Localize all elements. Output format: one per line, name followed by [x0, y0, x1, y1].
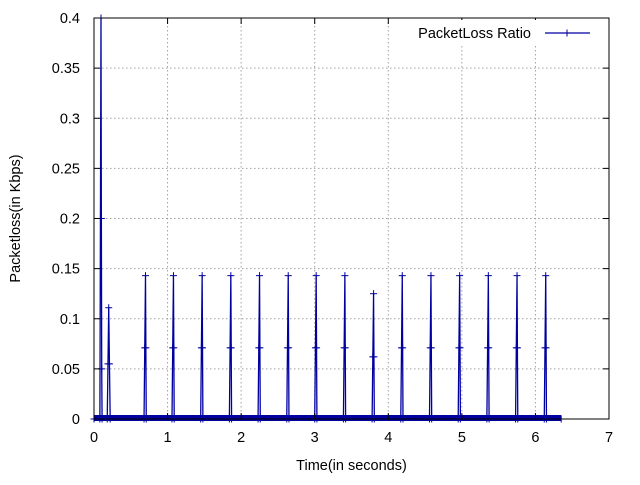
data-point — [105, 360, 113, 368]
y-tick-label: 0.2 — [60, 212, 80, 228]
x-tick-label: 7 — [605, 430, 613, 446]
series-layer — [90, 14, 565, 423]
data-point — [170, 344, 178, 352]
data-point — [312, 272, 320, 280]
data-point — [484, 272, 492, 280]
data-point — [341, 272, 349, 280]
x-tick-label: 0 — [90, 430, 98, 446]
data-point — [142, 272, 149, 280]
data-point — [256, 272, 264, 280]
data-point — [427, 344, 435, 352]
data-point — [542, 272, 550, 280]
data-point — [169, 272, 177, 280]
data-point — [198, 272, 206, 280]
data-point — [456, 272, 464, 280]
data-point — [427, 272, 435, 280]
x-tick-label: 3 — [311, 430, 319, 446]
y-tick-label: 0.3 — [60, 111, 80, 127]
data-point — [513, 272, 521, 280]
y-tick-label: 0.05 — [52, 362, 80, 378]
data-point — [456, 344, 464, 352]
y-tick-label: 0.35 — [52, 61, 80, 77]
y-tick-label: 0.25 — [52, 161, 80, 177]
data-point — [398, 272, 406, 280]
x-tick-label: 6 — [531, 430, 539, 446]
x-tick-label: 5 — [458, 430, 466, 446]
y-axis-label: Packetloss(in Kbps) — [8, 154, 24, 282]
data-point — [227, 272, 235, 280]
data-point — [542, 344, 550, 352]
series-baseline-band — [94, 415, 562, 421]
x-tick-label: 1 — [164, 430, 172, 446]
data-point — [485, 344, 493, 352]
y-tick-label: 0.1 — [60, 312, 80, 328]
data-point — [399, 344, 407, 352]
legend: PacketLoss Ratio — [400, 20, 606, 46]
x-tick-label: 2 — [237, 430, 245, 446]
data-point — [284, 272, 292, 280]
y-tick-label: 0 — [72, 412, 80, 428]
y-tick-label: 0.15 — [52, 262, 80, 278]
data-point — [227, 344, 235, 352]
y-tick-label: 0.4 — [60, 11, 80, 27]
data-point — [256, 344, 264, 352]
data-point — [341, 344, 349, 352]
data-point — [285, 344, 293, 352]
legend-label: PacketLoss Ratio — [418, 26, 531, 42]
data-point — [513, 344, 521, 352]
x-axis-label: Time(in seconds) — [296, 458, 407, 474]
series-line — [94, 17, 562, 420]
data-point — [199, 344, 207, 352]
data-point — [142, 344, 150, 352]
data-point — [370, 290, 378, 298]
data-point — [313, 344, 321, 352]
tick-layer: 0 0.05 0.1 0.15 0.2 0.25 0.3 0.35 0.4 0 1 2 3 4 5 6 7 — [52, 11, 613, 446]
x-tick-label: 4 — [384, 430, 392, 446]
grid-layer — [94, 18, 609, 419]
data-point — [105, 304, 113, 312]
data-point — [370, 353, 378, 361]
